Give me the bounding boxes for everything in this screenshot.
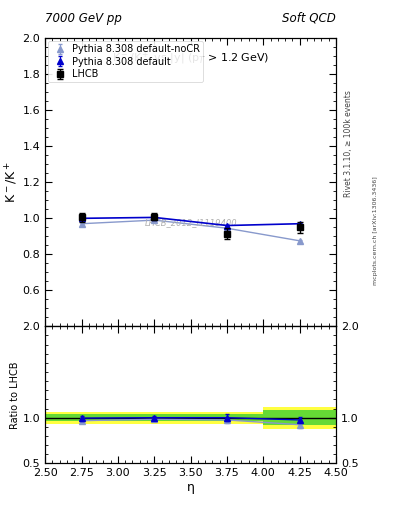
Bar [263,410,336,425]
Text: K$^-$/K$^+$ vs |y| (p$_T$ > 1.2 GeV): K$^-$/K$^+$ vs |y| (p$_T$ > 1.2 GeV) [112,50,269,67]
Bar [45,412,263,423]
Bar [263,407,336,429]
Legend: Pythia 8.308 default-noCR, Pythia 8.308 default, LHCB: Pythia 8.308 default-noCR, Pythia 8.308 … [48,41,203,82]
X-axis label: η: η [187,481,195,494]
Y-axis label: Ratio to LHCB: Ratio to LHCB [10,361,20,429]
Text: Rivet 3.1.10, ≥ 100k events: Rivet 3.1.10, ≥ 100k events [344,90,353,197]
Text: 7000 GeV pp: 7000 GeV pp [45,12,122,25]
Text: Soft QCD: Soft QCD [282,12,336,25]
Bar [45,414,263,421]
Y-axis label: K$^-$/K$^+$: K$^-$/K$^+$ [4,161,20,203]
Text: LHCB_2012_I1119400: LHCB_2012_I1119400 [144,218,237,227]
Text: mcplots.cern.ch [arXiv:1306.3436]: mcplots.cern.ch [arXiv:1306.3436] [373,176,378,285]
